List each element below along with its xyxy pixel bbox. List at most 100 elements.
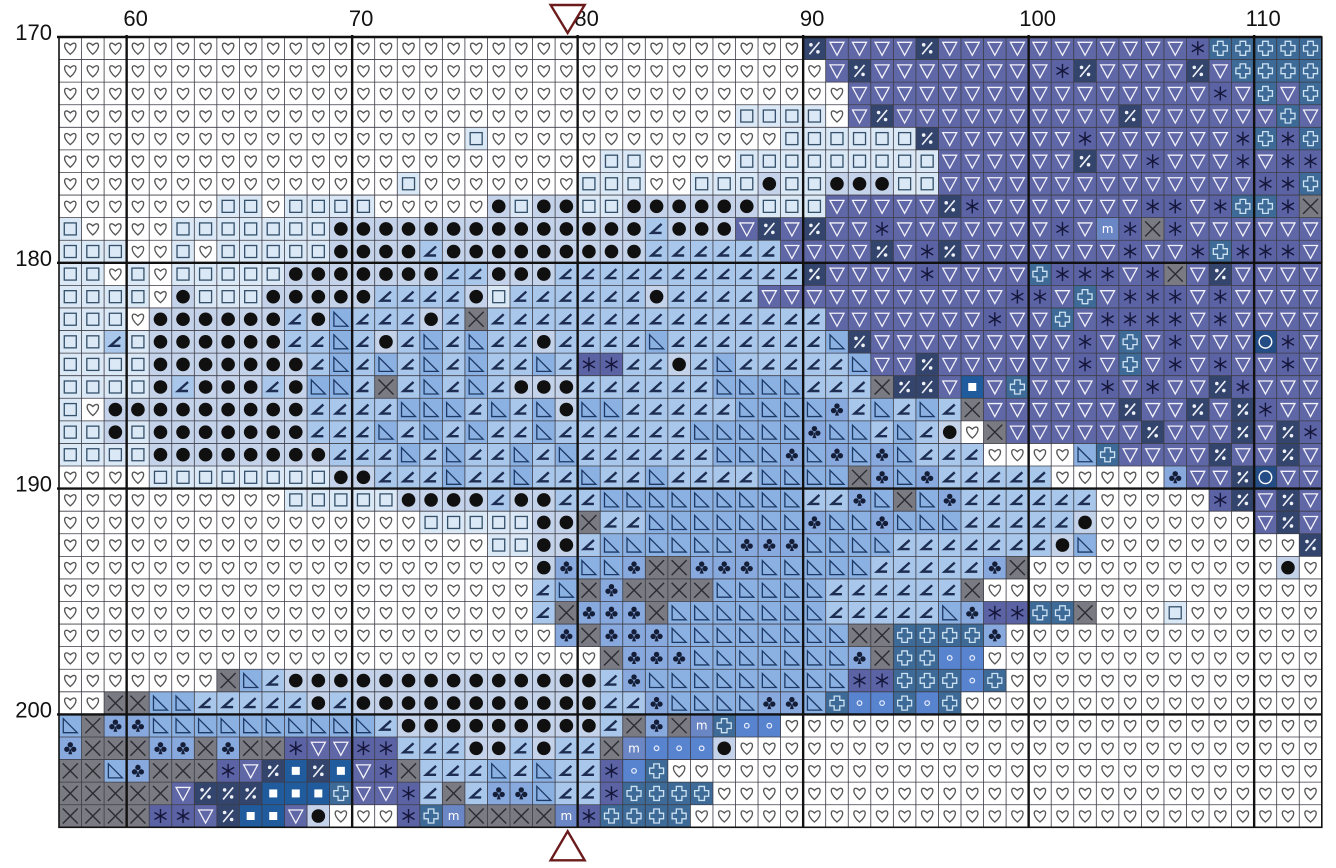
stitch-cell-triangle-symbol: [712, 533, 736, 557]
stitch-cell-dot-symbol: [1276, 556, 1300, 580]
stitch-cell-dot-symbol: [216, 443, 240, 467]
stitch-cell-square-symbol: [194, 262, 218, 286]
stitch-cell-white-square-symbol: [261, 782, 285, 806]
stitch-cell-angle-symbol: [690, 285, 714, 309]
stitch-cell-heart-symbol: [374, 172, 398, 196]
stitch-cell-club-symbol: [104, 714, 128, 738]
stitch-cell-square-symbol: [239, 195, 263, 219]
stitch-cell-club-symbol: [645, 624, 669, 648]
stitch-cell-heart-symbol: [171, 59, 195, 83]
stitch-cell-triangle-symbol: [532, 398, 556, 422]
stitch-cell-angle-symbol: [712, 466, 736, 490]
stitch-cell-heart-symbol: [239, 578, 263, 602]
stitch-cell-angle-symbol: [577, 307, 601, 332]
stitch-cell-heart-symbol: [1163, 578, 1187, 602]
stitch-cell-dot-symbol: [690, 195, 714, 219]
stitch-cell-club-symbol: [487, 782, 511, 806]
stitch-cell-percent-symbol: [915, 127, 939, 151]
stitch-cell-heart-symbol: [126, 511, 150, 535]
stitch-cell-down-triangle-symbol: [915, 82, 939, 106]
stitch-cell-cross-x-symbol: [532, 804, 556, 828]
stitch-cell-dot-symbol: [938, 420, 962, 444]
stitch-cell-asterisk-symbol: [870, 217, 894, 241]
stitch-cell-heart-symbol: [81, 556, 105, 580]
stitch-cell-heart-symbol: [216, 37, 240, 61]
stitch-cell-small-dot-symbol: [870, 691, 894, 715]
stitch-cell-angle-symbol: [261, 669, 285, 693]
stitch-cell-angle-symbol: [577, 443, 601, 467]
stitch-cell-heart-symbol: [1028, 759, 1052, 783]
stitch-cell-heart-symbol: [667, 37, 691, 61]
stitch-cell-angle-symbol: [464, 759, 488, 783]
stitch-cell-dot-symbol: [510, 488, 534, 512]
stitch-cell-cross-x-symbol: [104, 804, 128, 828]
stitch-cell-dot-symbol: [194, 443, 218, 467]
stitch-cell-triangle-symbol: [758, 488, 782, 512]
stitch-cell-percent-symbol: [848, 59, 872, 83]
stitch-cell-dot-symbol: [307, 285, 331, 309]
stitch-cell-heart-symbol: [532, 104, 556, 128]
stitch-cell-triangle-symbol: [59, 714, 83, 738]
stitch-cell-angle-symbol: [577, 420, 601, 444]
stitch-cell-cross-x-symbol: [600, 646, 624, 670]
stitch-cell-square-symbol: [510, 533, 534, 557]
stitch-cell-heart-symbol: [532, 127, 556, 151]
stitch-cell-heart-symbol: [1118, 488, 1142, 512]
stitch-cell-dot-symbol: [510, 714, 534, 738]
stitch-cell-plus-cross-symbol: [1276, 104, 1300, 128]
stitch-cell-heart-symbol: [825, 759, 849, 783]
stitch-cell-heart-symbol: [307, 578, 331, 602]
stitch-cell-heart-symbol: [487, 172, 511, 196]
stitch-cell-dot-symbol: [352, 466, 376, 490]
stitch-cell-heart-symbol: [104, 82, 128, 106]
stitch-cell-heart-symbol: [81, 104, 105, 128]
stitch-cell-square-symbol: [194, 466, 218, 490]
stitch-cell-heart-symbol: [1254, 759, 1278, 783]
stitch-cell-down-triangle-symbol: [915, 195, 939, 219]
stitch-cell-down-triangle-symbol: [870, 82, 894, 106]
stitch-cell-heart-symbol: [1186, 759, 1210, 783]
stitch-cell-heart-symbol: [1118, 533, 1142, 557]
stitch-cell-heart-symbol: [329, 37, 353, 61]
stitch-cell-angle-symbol: [555, 307, 579, 332]
stitch-cell-heart-symbol: [352, 804, 376, 828]
stitch-cell-heart-symbol: [577, 149, 601, 173]
stitch-cell-heart-symbol: [352, 624, 376, 648]
stitch-cell-heart-symbol: [780, 804, 804, 828]
row-label: 170: [15, 20, 52, 45]
stitch-cell-dot-symbol: [307, 669, 331, 693]
stitch-cell-down-triangle-symbol: [1118, 149, 1142, 173]
stitch-cell-square-symbol: [735, 149, 759, 173]
stitch-cell-angle-symbol: [307, 353, 331, 377]
stitch-cell-heart-symbol: [374, 601, 398, 625]
stitch-cell-down-triangle-symbol: [1186, 420, 1210, 444]
stitch-cell-square-symbol: [59, 398, 83, 422]
stitch-cell-square-symbol: [307, 195, 331, 219]
stitch-cell-square-symbol: [352, 488, 376, 512]
stitch-cell-heart-symbol: [149, 82, 173, 106]
stitch-cell-square-symbol: [81, 262, 105, 286]
stitch-cell-dot-symbol: [397, 669, 421, 693]
stitch-cell-dot-symbol: [397, 488, 421, 512]
stitch-cell-percent-symbol: [848, 330, 872, 354]
stitch-cell-square-symbol: [104, 375, 128, 399]
stitch-cell-down-triangle-symbol: [1051, 172, 1075, 196]
stitch-cell-club-symbol: [938, 488, 962, 512]
stitch-cell-heart-symbol: [690, 37, 714, 61]
stitch-cell-heart-symbol: [1028, 804, 1052, 828]
stitch-cell-heart-symbol: [825, 714, 849, 738]
stitch-cell-angle-symbol: [397, 353, 421, 377]
stitch-cell-dot-symbol: [329, 262, 353, 286]
stitch-cell-dot-symbol: [555, 217, 579, 241]
stitch-cell-club-symbol: [983, 556, 1007, 580]
stitch-cell-square-symbol: [622, 149, 646, 173]
stitch-cell-heart-symbol: [622, 104, 646, 128]
stitch-cell-heart-symbol: [870, 714, 894, 738]
stitch-cell-dot-symbol: [419, 669, 443, 693]
stitch-cell-dot-symbol: [216, 330, 240, 354]
stitch-cell-angle-symbol: [622, 307, 646, 332]
stitch-cell-heart-symbol: [532, 149, 556, 173]
stitch-cell-heart-symbol: [464, 646, 488, 670]
stitch-cell-club-symbol: [622, 669, 646, 693]
stitch-cell-triangle-symbol: [735, 691, 759, 715]
